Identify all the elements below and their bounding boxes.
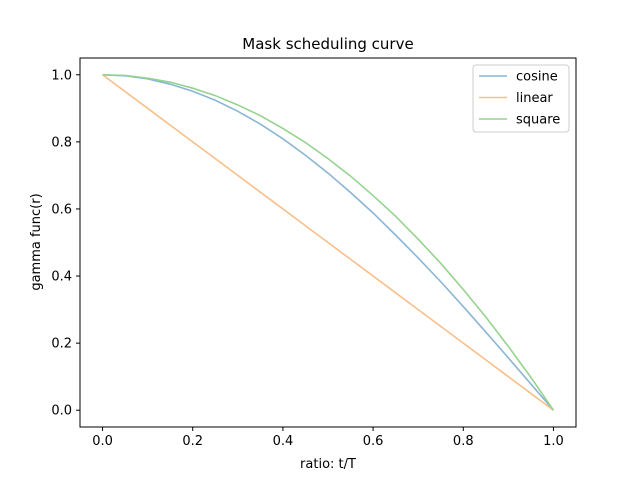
legend-label-square: square (516, 113, 560, 128)
chart-title: Mask scheduling curve (242, 35, 413, 53)
y-tick-label: 0.4 (51, 270, 72, 285)
y-tick-label: 0.8 (51, 135, 72, 150)
y-axis: 0.0 0.2 0.4 0.6 0.8 1.0 (51, 68, 80, 419)
x-tick-label: 1.0 (543, 434, 564, 449)
x-tick-label: 0.2 (182, 434, 203, 449)
y-axis-label: gamma func(r) (29, 193, 44, 290)
x-tick-label: 0.8 (453, 434, 474, 449)
legend-box (472, 64, 570, 133)
plot-area (79, 57, 577, 428)
y-tick-label: 0.2 (51, 337, 72, 352)
x-axis: 0.0 0.2 0.4 0.6 0.8 1.0 (92, 427, 564, 449)
x-axis-label: ratio: t/T (300, 457, 356, 472)
x-tick-label: 0.0 (92, 434, 113, 449)
y-tick-label: 1.0 (51, 68, 72, 83)
y-tick-label: 0.6 (51, 202, 72, 217)
legend-label-linear: linear (516, 91, 553, 106)
series-line-linear (102, 74, 554, 411)
series-line-cosine (102, 73, 555, 411)
legend: cosine linear square (472, 64, 570, 133)
y-tick-label: 0.0 (51, 404, 72, 419)
legend-label-cosine: cosine (516, 70, 558, 85)
x-tick-label: 0.6 (363, 434, 384, 449)
plot-frame (79, 57, 577, 428)
x-tick-label: 0.4 (273, 434, 294, 449)
series-line-square (102, 73, 555, 411)
